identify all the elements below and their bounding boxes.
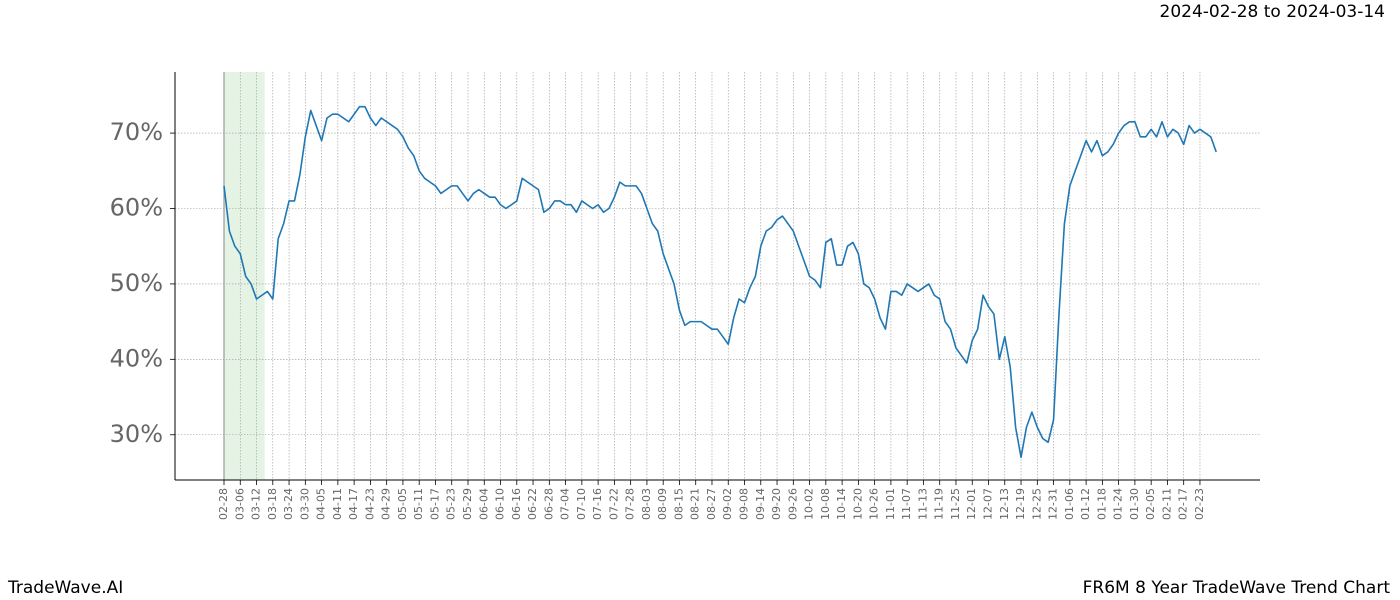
x-tick-label: 12-19 bbox=[1014, 488, 1027, 520]
x-tick-label: 08-27 bbox=[705, 488, 718, 520]
x-tick-label: 07-04 bbox=[559, 488, 572, 520]
y-tick-label: 40% bbox=[110, 344, 163, 372]
x-tick-label: 05-23 bbox=[445, 488, 458, 520]
x-tick-label: 06-10 bbox=[494, 488, 507, 520]
y-tick-label: 70% bbox=[110, 118, 163, 146]
x-tick-label: 10-20 bbox=[851, 488, 864, 520]
x-tick-label: 03-24 bbox=[282, 488, 295, 520]
x-tick-label: 02-23 bbox=[1193, 488, 1206, 520]
trend-line bbox=[223, 105, 1217, 459]
x-tick-label: 11-19 bbox=[933, 488, 946, 520]
x-tick-label: 08-03 bbox=[640, 488, 653, 520]
x-tick-label: 12-07 bbox=[982, 488, 995, 520]
x-tick-label: 09-08 bbox=[738, 488, 751, 520]
x-tick-label: 10-08 bbox=[819, 488, 832, 520]
highlight-window bbox=[224, 72, 265, 480]
x-tick-label: 01-06 bbox=[1063, 488, 1076, 520]
x-tick-label: 09-02 bbox=[721, 488, 734, 520]
x-tick-label: 12-25 bbox=[1030, 488, 1043, 520]
x-tick-label: 07-16 bbox=[591, 488, 604, 520]
x-tick-label: 06-22 bbox=[526, 488, 539, 520]
x-tick-label: 03-18 bbox=[266, 488, 279, 520]
x-tick-label: 06-16 bbox=[510, 488, 523, 520]
y-tick-label: 50% bbox=[110, 269, 163, 297]
brand: TradeWave.AI bbox=[7, 578, 123, 598]
x-tick-label: 09-26 bbox=[786, 488, 799, 520]
x-tick-label: 06-04 bbox=[477, 488, 490, 520]
x-tick-label: 10-02 bbox=[803, 488, 816, 520]
x-tick-label: 03-06 bbox=[233, 488, 246, 520]
x-tick-label: 05-17 bbox=[428, 488, 441, 520]
x-tick-label: 01-30 bbox=[1128, 488, 1141, 520]
x-tick-label: 10-26 bbox=[868, 488, 881, 520]
x-tick-label: 02-17 bbox=[1177, 488, 1190, 520]
x-tick-label: 09-20 bbox=[770, 488, 783, 520]
y-tick-label: 60% bbox=[110, 194, 163, 222]
x-tick-label: 11-25 bbox=[949, 488, 962, 520]
x-tick-label: 05-05 bbox=[396, 488, 409, 520]
x-tick-label: 12-13 bbox=[998, 488, 1011, 520]
x-tick-label: 05-29 bbox=[461, 488, 474, 520]
x-tick-label: 11-07 bbox=[900, 488, 913, 520]
x-tick-label: 07-10 bbox=[575, 488, 588, 520]
x-tick-label: 06-28 bbox=[542, 488, 555, 520]
x-tick-label: 04-29 bbox=[380, 488, 393, 520]
x-tick-label: 08-15 bbox=[672, 488, 685, 520]
y-tick-label: 30% bbox=[110, 420, 163, 448]
x-tick-label: 07-28 bbox=[624, 488, 637, 520]
x-tick-label: 04-23 bbox=[363, 488, 376, 520]
date-range: 2024-02-28 to 2024-03-14 bbox=[1160, 2, 1385, 22]
x-tick-label: 02-05 bbox=[1144, 488, 1157, 520]
x-tick-label: 05-11 bbox=[412, 488, 425, 520]
x-tick-label: 01-12 bbox=[1079, 488, 1092, 520]
x-tick-label: 07-22 bbox=[607, 488, 620, 520]
x-tick-label: 03-30 bbox=[298, 488, 311, 520]
x-tick-label: 02-11 bbox=[1160, 488, 1173, 520]
x-tick-label: 02-28 bbox=[217, 488, 230, 520]
chart-title: FR6M 8 Year TradeWave Trend Chart bbox=[1083, 578, 1391, 598]
x-tick-label: 10-14 bbox=[835, 488, 848, 520]
x-tick-label: 11-01 bbox=[884, 488, 897, 520]
x-tick-label: 12-01 bbox=[965, 488, 978, 520]
x-tick-label: 08-09 bbox=[656, 488, 669, 520]
x-tick-label: 01-18 bbox=[1095, 488, 1108, 520]
x-tick-label: 01-24 bbox=[1112, 488, 1125, 520]
x-tick-label: 04-05 bbox=[315, 488, 328, 520]
x-tick-label: 11-13 bbox=[916, 488, 929, 520]
x-tick-label: 12-31 bbox=[1047, 488, 1060, 520]
x-tick-label: 09-14 bbox=[754, 488, 767, 520]
x-tick-label: 04-11 bbox=[331, 488, 344, 520]
x-tick-label: 04-17 bbox=[347, 488, 360, 520]
x-tick-label: 03-12 bbox=[250, 488, 263, 520]
x-tick-label: 08-21 bbox=[689, 488, 702, 520]
